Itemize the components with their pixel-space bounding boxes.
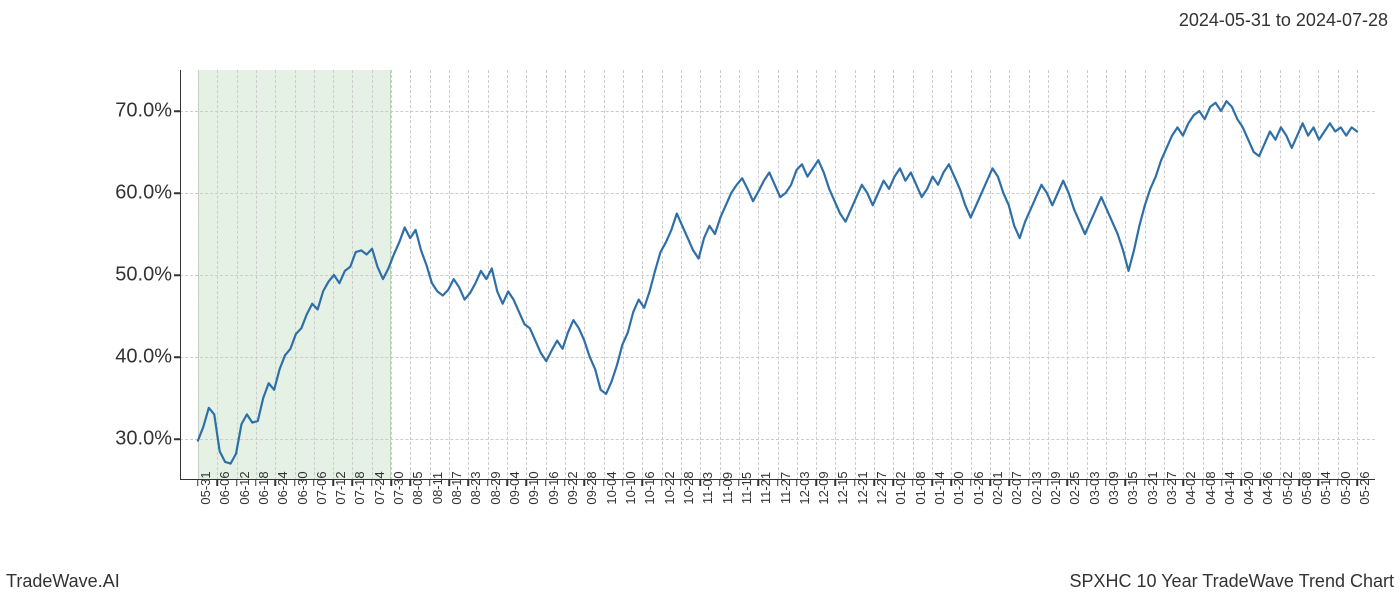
- xtick-label: 04-14: [1222, 471, 1237, 504]
- xtick-label: 11-27: [778, 472, 793, 504]
- xtick-label: 02-13: [1029, 471, 1044, 504]
- xtick-label: 01-02: [893, 471, 908, 504]
- xtick-label: 11-15: [739, 472, 754, 504]
- xtick-label: 12-03: [797, 471, 812, 504]
- xtick-label: 12-09: [816, 471, 831, 504]
- xtick-label: 04-20: [1241, 471, 1256, 504]
- xtick-label: 01-20: [951, 471, 966, 504]
- ytick-label: 50.0%: [72, 264, 172, 287]
- xtick-label: 08-23: [468, 471, 483, 504]
- xtick-label: 05-08: [1299, 471, 1314, 504]
- xtick-label: 01-08: [913, 471, 928, 504]
- ytick-label: 40.0%: [72, 346, 172, 369]
- ytick-mark: [174, 274, 180, 276]
- date-range-label: 2024-05-31 to 2024-07-28: [1179, 10, 1388, 31]
- xtick-label: 06-12: [237, 471, 252, 504]
- xtick-label: 10-22: [662, 471, 677, 504]
- xtick-label: 11-21: [758, 472, 773, 504]
- xtick-label: 07-18: [352, 471, 367, 504]
- ytick-label: 60.0%: [72, 182, 172, 205]
- xtick-label: 11-09: [720, 472, 735, 504]
- xtick-label: 09-10: [526, 471, 541, 504]
- xtick-label: 03-09: [1106, 471, 1121, 504]
- xtick-label: 04-02: [1183, 471, 1198, 504]
- xtick-label: 12-27: [874, 471, 889, 504]
- chart-plot-area: [180, 70, 1375, 480]
- xtick-label: 05-31: [198, 471, 213, 504]
- xtick-label: 09-16: [546, 471, 561, 504]
- xtick-label: 05-26: [1357, 471, 1372, 504]
- chart-title: SPXHC 10 Year TradeWave Trend Chart: [1069, 571, 1394, 592]
- xtick-label: 11-03: [700, 472, 715, 504]
- xtick-label: 12-21: [855, 471, 870, 504]
- ytick-mark: [174, 192, 180, 194]
- xtick-label: 09-28: [584, 471, 599, 504]
- xtick-label: 03-15: [1125, 471, 1140, 504]
- brand-label: TradeWave.AI: [6, 571, 120, 592]
- xtick-label: 07-24: [372, 471, 387, 504]
- xtick-label: 02-01: [990, 471, 1005, 504]
- xtick-label: 04-08: [1203, 471, 1218, 504]
- xtick-label: 03-03: [1087, 471, 1102, 504]
- xtick-label: 07-12: [333, 471, 348, 504]
- xtick-label: 10-04: [604, 471, 619, 504]
- xtick-label: 05-20: [1338, 471, 1353, 504]
- xtick-label: 02-25: [1067, 471, 1082, 504]
- xtick-label: 01-14: [932, 471, 947, 504]
- xtick-label: 02-19: [1048, 471, 1063, 504]
- xtick-label: 06-06: [217, 471, 232, 504]
- xtick-label: 08-29: [488, 471, 503, 504]
- xtick-label: 05-02: [1280, 471, 1295, 504]
- xtick-label: 09-04: [507, 471, 522, 504]
- xtick-label: 06-24: [275, 471, 290, 504]
- xtick-label: 04-26: [1260, 471, 1275, 504]
- xtick-label: 03-21: [1145, 471, 1160, 504]
- xtick-label: 10-16: [642, 471, 657, 504]
- xtick-label: 06-18: [256, 471, 271, 504]
- xtick-label: 07-30: [391, 471, 406, 504]
- xtick-label: 01-26: [971, 471, 986, 504]
- xtick-label: 06-30: [295, 471, 310, 504]
- ytick-mark: [174, 110, 180, 112]
- ytick-label: 70.0%: [72, 100, 172, 123]
- xtick-label: 10-10: [623, 471, 638, 504]
- xtick-label: 03-27: [1164, 471, 1179, 504]
- xtick-label: 08-05: [410, 471, 425, 504]
- xtick-label: 09-22: [565, 471, 580, 504]
- ytick-label: 30.0%: [72, 428, 172, 451]
- ytick-mark: [174, 438, 180, 440]
- xtick-label: 05-14: [1318, 471, 1333, 504]
- xtick-label: 02-07: [1009, 471, 1024, 504]
- xtick-label: 12-15: [835, 471, 850, 504]
- xtick-label: 08-11: [430, 472, 445, 504]
- xtick-label: 07-06: [314, 471, 329, 504]
- ytick-mark: [174, 356, 180, 358]
- xtick-label: 10-28: [681, 471, 696, 504]
- axes-frame: [180, 70, 1375, 480]
- xtick-label: 08-17: [449, 471, 464, 504]
